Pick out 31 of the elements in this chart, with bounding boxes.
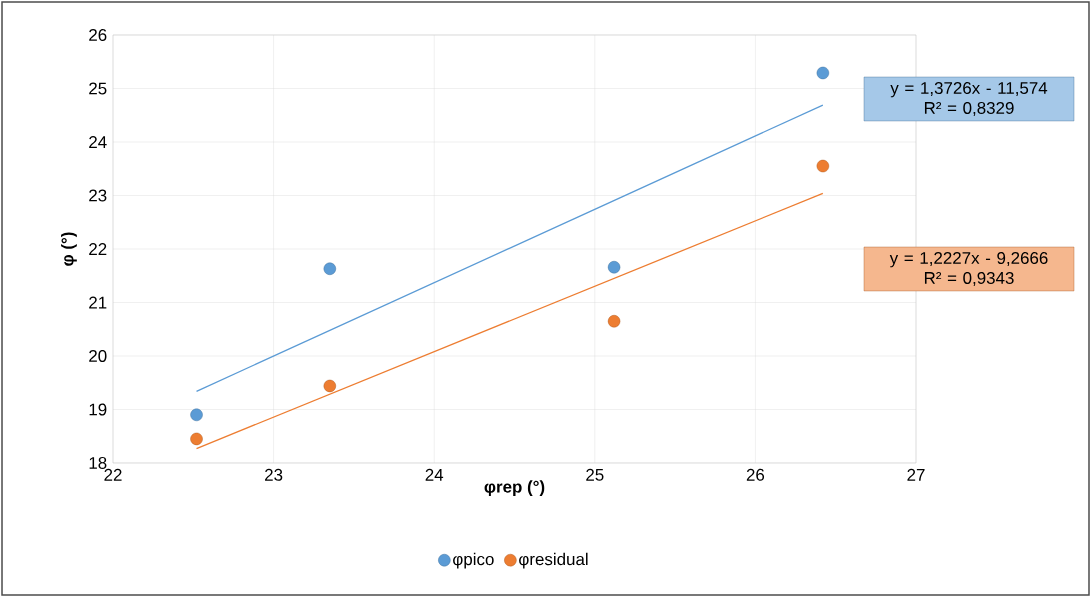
y-tick-label: 18: [89, 456, 107, 469]
point: [816, 159, 830, 173]
x-tick-label: 23: [265, 468, 283, 481]
point: [816, 66, 830, 80]
y-tick-label: 20: [89, 349, 107, 362]
point: [607, 260, 621, 274]
point: [607, 315, 621, 328]
text: R² = 0,8329: [924, 101, 1014, 116]
x-tick-label: 26: [746, 468, 765, 481]
point: [323, 379, 337, 393]
legend-label: φpico: [453, 552, 494, 569]
y-tick-label: 19: [89, 403, 107, 416]
y-tick-label: 23: [89, 189, 107, 202]
point: [190, 408, 203, 422]
x-tick-label: 22: [104, 468, 122, 481]
y-tick-label: 21: [89, 296, 107, 309]
y-axis-title: φ (°): [61, 232, 77, 266]
y-tick-label: 24: [89, 136, 107, 148]
x-axis-title: φrep (°): [484, 480, 545, 497]
annotation: y = 1,3726x - 11,574: [890, 82, 1048, 98]
legend-label: φresidual: [519, 552, 588, 569]
y-tick-label: 26: [89, 28, 107, 41]
x-tick-label: 25: [586, 468, 604, 481]
y-tick-label: 22: [89, 243, 107, 255]
x-tick-label: 27: [907, 468, 925, 481]
annotation: y = 1,2227x - 9,2666: [889, 252, 1048, 268]
point: [190, 432, 203, 446]
x-tick-label: 24: [425, 468, 444, 481]
text: R² = 0,9343: [924, 271, 1014, 286]
point: [323, 262, 337, 275]
y-tick-label: 25: [89, 82, 107, 95]
